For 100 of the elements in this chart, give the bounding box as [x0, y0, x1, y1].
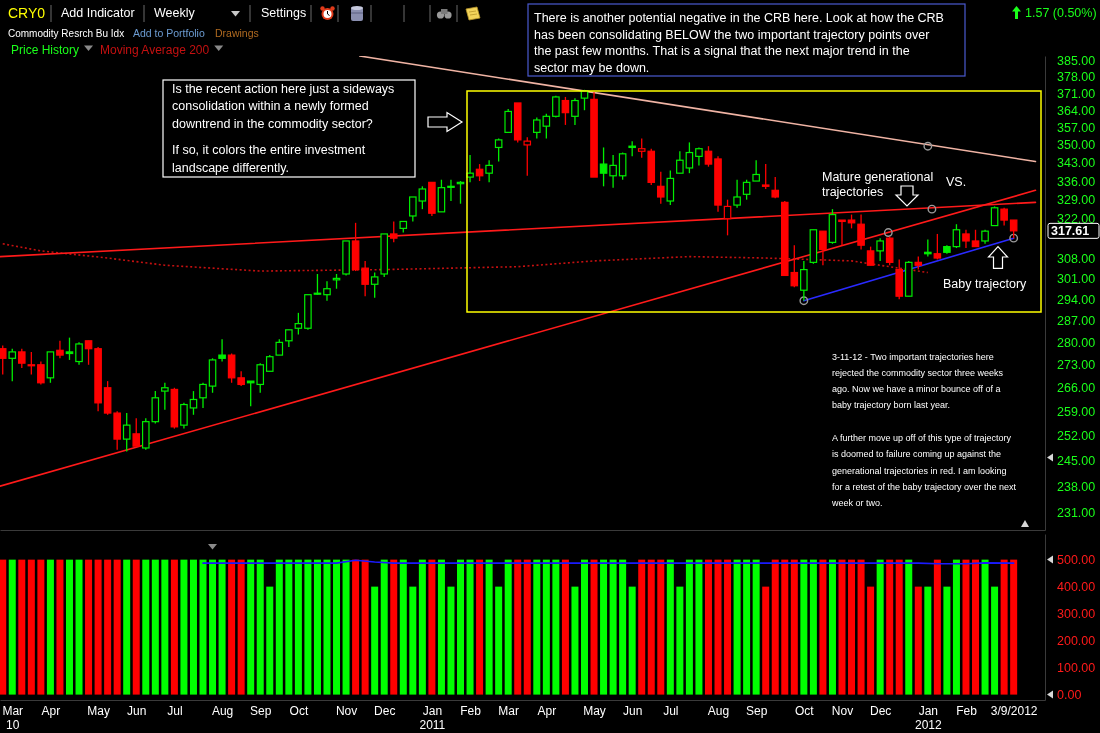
y-tick-label: 100.00 [1057, 661, 1096, 676]
line-series [1, 242, 929, 274]
y-tick-label: 336.00 [1057, 174, 1096, 189]
y-tick-label: 280.00 [1057, 335, 1096, 350]
candlestick [27, 351, 36, 376]
x-tick-label: Apr [537, 704, 557, 718]
y-tick-label: 371.00 [1057, 86, 1096, 101]
candlestick [733, 179, 741, 209]
candlestick [389, 220, 398, 244]
y-tick-label: 238.00 [1057, 479, 1096, 494]
y-tick-label: 0.00 [1057, 688, 1082, 703]
candlestick [361, 260, 369, 297]
x-tick-label: Aug [211, 704, 234, 718]
candlestick [189, 390, 198, 416]
candlestick [18, 348, 26, 369]
candlestick [294, 312, 303, 336]
x-tick-label: Oct [795, 704, 815, 718]
y-tick-label: 252.00 [1057, 429, 1096, 444]
candlestick [676, 150, 684, 174]
x-tick-label: Dec [374, 704, 396, 718]
candlestick [199, 382, 207, 409]
x-tick-label: Sep [250, 704, 272, 718]
text: Settings [261, 6, 307, 20]
candlestick [75, 341, 83, 366]
x-tick-label: 3/9/2012 [990, 704, 1038, 718]
candlestick [485, 159, 493, 184]
candlestick [84, 340, 93, 366]
candlestick [323, 280, 331, 302]
candlestick [819, 230, 827, 266]
x-tick-label: Jul [663, 704, 679, 718]
y-tick-label: 300.00 [1057, 607, 1096, 622]
point [923, 141, 933, 151]
y-tick-label: 287.00 [1057, 314, 1096, 329]
annotation: Mature generational trajectories [822, 169, 934, 199]
annotation: Baby trajectory [943, 277, 1028, 291]
candlestick [227, 352, 236, 384]
x-tick-label: Jun [127, 704, 147, 718]
x-tick-label: Feb [460, 704, 482, 718]
text: Price History [11, 42, 80, 57]
candlestick [618, 151, 627, 181]
x-tick-label: Jul [167, 704, 183, 718]
y-tick-label: 308.00 [1057, 251, 1096, 266]
candlestick [418, 185, 427, 210]
y-tick-label: 322.00 [1057, 212, 1096, 227]
candlestick [752, 159, 760, 182]
x-tick-label: Mar 10 [2, 704, 24, 732]
x-tick-label: May [87, 704, 110, 718]
y-tick-label: 329.00 [1057, 193, 1096, 208]
candlestick [599, 146, 608, 187]
x-tick-label: Mar [498, 704, 520, 718]
candlestick [0, 344, 7, 376]
candlestick [990, 205, 999, 227]
x-tick-label: May [583, 704, 606, 718]
point [1009, 233, 1019, 243]
y-tick-label: 378.00 [1057, 70, 1096, 85]
candlestick [704, 145, 713, 168]
candlestick [666, 169, 675, 206]
candlestick [933, 233, 942, 261]
point [883, 228, 893, 237]
y-tick-label: 364.00 [1057, 103, 1096, 118]
y-tick-label: 273.00 [1057, 358, 1096, 373]
x-tick-label: Sep [745, 704, 768, 718]
annotation: 317.61 [1051, 224, 1090, 239]
y-tick-label: 500.00 [1057, 553, 1096, 568]
text: Weekly [154, 6, 196, 20]
candlestick [447, 179, 455, 202]
text: 3-11-12 - Two important trajectories here rejected the commodity sector three weeks ago. Now we have a minor bounce off of a baby trajectory born last year. A further move up off of this type of trajectory is doomed to failure coming up against the generational trajectories in red. I am looking for a retest of the baby trajectory over the next week or two. [832, 351, 1017, 509]
y-tick-label: 385.00 [1057, 54, 1096, 69]
y-tick-label: 400.00 [1057, 580, 1096, 595]
candlestick [742, 179, 751, 201]
candlestick [723, 199, 732, 236]
candlestick [761, 163, 770, 190]
candlestick [685, 141, 694, 174]
candlestick [609, 154, 617, 189]
text: Moving Average 200 [100, 42, 210, 57]
point [799, 296, 809, 306]
annotation: Is the recent action here just a sideways consolidation within a newly formed downtrend in the commodity sector? If so, it colors the entire investment landscape differently. [172, 81, 395, 175]
candlestick [161, 382, 169, 411]
text: 1.57 (0.50%) [1025, 6, 1097, 20]
y-tick-label: 350.00 [1057, 138, 1096, 153]
candlestick [857, 213, 865, 251]
candlestick [218, 338, 226, 363]
y-tick-label: 357.00 [1057, 120, 1096, 135]
candlestick [180, 402, 188, 430]
y-tick-label: 245.00 [1057, 454, 1096, 469]
x-tick-label: Oct [289, 704, 309, 718]
candlestick [866, 245, 875, 266]
text: Add Indicator [61, 6, 135, 20]
y-tick-label: 301.00 [1057, 271, 1096, 286]
annotation: VS. [946, 175, 967, 189]
candlestick [962, 229, 970, 249]
text: Add to Portfolio [133, 27, 205, 39]
candlestick [838, 219, 846, 246]
x-tick-label: Feb [956, 704, 978, 718]
candlestick [952, 223, 961, 249]
x-tick-label: Nov [831, 704, 854, 718]
x-tick-label: Aug [707, 704, 730, 718]
candlestick [571, 97, 579, 126]
chart-subtitle: Commodity Resrch Bu Idx [8, 28, 125, 39]
chart-title: CRY0 [8, 5, 46, 21]
